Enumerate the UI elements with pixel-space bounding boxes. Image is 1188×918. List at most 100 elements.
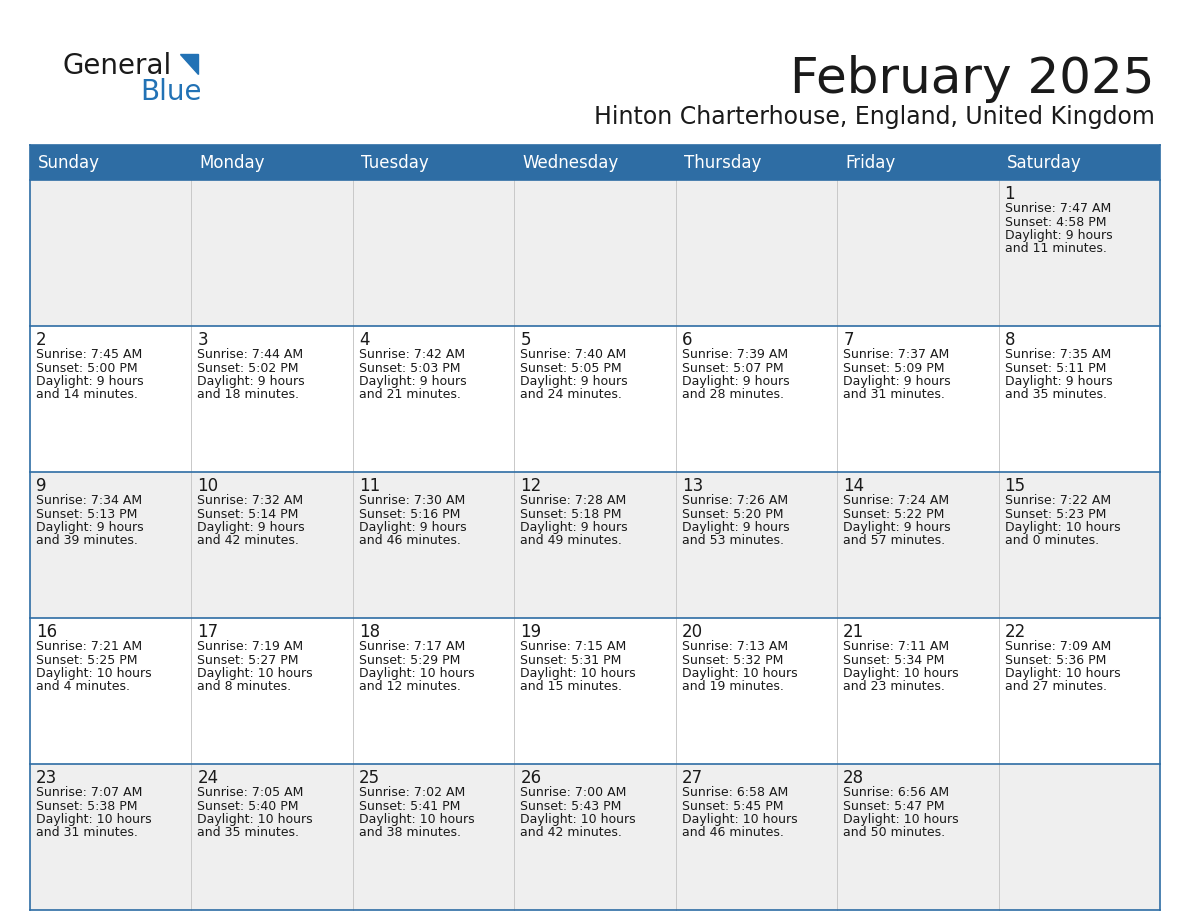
Text: and 49 minutes.: and 49 minutes. (520, 534, 623, 547)
Text: 7: 7 (843, 331, 854, 349)
Text: and 50 minutes.: and 50 minutes. (843, 826, 946, 839)
Text: 3: 3 (197, 331, 208, 349)
Text: 2: 2 (36, 331, 46, 349)
Text: Sunset: 5:47 PM: Sunset: 5:47 PM (843, 800, 944, 812)
Bar (30, 472, 1159, 618)
Text: 1: 1 (1005, 185, 1016, 203)
Text: Sunset: 5:02 PM: Sunset: 5:02 PM (197, 362, 299, 375)
Text: Sunset: 5:13 PM: Sunset: 5:13 PM (36, 508, 138, 521)
Text: and 27 minutes.: and 27 minutes. (1005, 680, 1106, 693)
Text: Sunset: 5:40 PM: Sunset: 5:40 PM (197, 800, 299, 812)
Text: Daylight: 10 hours: Daylight: 10 hours (359, 667, 474, 680)
Text: Sunrise: 7:28 AM: Sunrise: 7:28 AM (520, 494, 626, 507)
Text: Sunset: 5:22 PM: Sunset: 5:22 PM (843, 508, 944, 521)
Text: Wednesday: Wednesday (523, 153, 619, 172)
Text: Sunrise: 7:44 AM: Sunrise: 7:44 AM (197, 348, 304, 361)
Text: and 18 minutes.: and 18 minutes. (197, 388, 299, 401)
Text: Sunrise: 7:11 AM: Sunrise: 7:11 AM (843, 640, 949, 653)
Text: Daylight: 10 hours: Daylight: 10 hours (1005, 667, 1120, 680)
Text: Sunset: 5:00 PM: Sunset: 5:00 PM (36, 362, 138, 375)
Text: Sunset: 5:20 PM: Sunset: 5:20 PM (682, 508, 783, 521)
Text: Sunrise: 7:45 AM: Sunrise: 7:45 AM (36, 348, 143, 361)
Text: and 35 minutes.: and 35 minutes. (1005, 388, 1106, 401)
Text: 8: 8 (1005, 331, 1015, 349)
Text: and 19 minutes.: and 19 minutes. (682, 680, 784, 693)
Text: Daylight: 10 hours: Daylight: 10 hours (36, 813, 152, 826)
Text: Daylight: 9 hours: Daylight: 9 hours (520, 375, 628, 388)
Text: Sunrise: 7:07 AM: Sunrise: 7:07 AM (36, 786, 143, 799)
Text: 25: 25 (359, 769, 380, 787)
Text: Daylight: 10 hours: Daylight: 10 hours (1005, 521, 1120, 534)
Text: and 31 minutes.: and 31 minutes. (36, 826, 138, 839)
Text: Sunday: Sunday (38, 153, 100, 172)
Text: 16: 16 (36, 623, 57, 641)
Text: Sunset: 5:25 PM: Sunset: 5:25 PM (36, 654, 138, 666)
Text: and 53 minutes.: and 53 minutes. (682, 534, 784, 547)
Text: and 11 minutes.: and 11 minutes. (1005, 242, 1106, 255)
Text: 4: 4 (359, 331, 369, 349)
Text: Sunrise: 7:39 AM: Sunrise: 7:39 AM (682, 348, 788, 361)
Text: Sunrise: 7:47 AM: Sunrise: 7:47 AM (1005, 202, 1111, 215)
Text: Sunrise: 7:19 AM: Sunrise: 7:19 AM (197, 640, 304, 653)
Text: Daylight: 10 hours: Daylight: 10 hours (843, 667, 959, 680)
Text: Sunrise: 7:17 AM: Sunrise: 7:17 AM (359, 640, 466, 653)
Text: 14: 14 (843, 477, 864, 495)
Text: Daylight: 9 hours: Daylight: 9 hours (843, 521, 950, 534)
Text: Daylight: 9 hours: Daylight: 9 hours (682, 521, 789, 534)
Text: Daylight: 9 hours: Daylight: 9 hours (36, 521, 144, 534)
Text: February 2025: February 2025 (790, 55, 1155, 103)
Text: 12: 12 (520, 477, 542, 495)
Text: 10: 10 (197, 477, 219, 495)
Text: and 46 minutes.: and 46 minutes. (682, 826, 784, 839)
Text: and 42 minutes.: and 42 minutes. (197, 534, 299, 547)
Text: 27: 27 (682, 769, 703, 787)
Text: Sunset: 5:07 PM: Sunset: 5:07 PM (682, 362, 783, 375)
Text: Sunrise: 7:32 AM: Sunrise: 7:32 AM (197, 494, 304, 507)
Text: Sunset: 5:43 PM: Sunset: 5:43 PM (520, 800, 621, 812)
Text: 6: 6 (682, 331, 693, 349)
Text: Sunrise: 7:02 AM: Sunrise: 7:02 AM (359, 786, 466, 799)
Text: Sunset: 5:09 PM: Sunset: 5:09 PM (843, 362, 944, 375)
Polygon shape (181, 54, 198, 74)
Text: 26: 26 (520, 769, 542, 787)
Text: Sunrise: 6:58 AM: Sunrise: 6:58 AM (682, 786, 788, 799)
Text: Thursday: Thursday (684, 153, 762, 172)
Text: Daylight: 10 hours: Daylight: 10 hours (520, 813, 636, 826)
Text: and 39 minutes.: and 39 minutes. (36, 534, 138, 547)
Bar (30, 618, 1159, 764)
Text: Daylight: 9 hours: Daylight: 9 hours (36, 375, 144, 388)
Text: Hinton Charterhouse, England, United Kingdom: Hinton Charterhouse, England, United Kin… (594, 105, 1155, 129)
Text: Sunrise: 7:37 AM: Sunrise: 7:37 AM (843, 348, 949, 361)
Text: Daylight: 10 hours: Daylight: 10 hours (197, 667, 314, 680)
Text: and 12 minutes.: and 12 minutes. (359, 680, 461, 693)
Bar (30, 180, 1159, 326)
Text: Sunrise: 7:30 AM: Sunrise: 7:30 AM (359, 494, 466, 507)
Text: and 24 minutes.: and 24 minutes. (520, 388, 623, 401)
Text: Daylight: 9 hours: Daylight: 9 hours (1005, 229, 1112, 242)
Text: and 31 minutes.: and 31 minutes. (843, 388, 944, 401)
Text: and 21 minutes.: and 21 minutes. (359, 388, 461, 401)
Text: Daylight: 10 hours: Daylight: 10 hours (36, 667, 152, 680)
Text: Daylight: 10 hours: Daylight: 10 hours (520, 667, 636, 680)
Text: Sunrise: 7:40 AM: Sunrise: 7:40 AM (520, 348, 626, 361)
Text: Friday: Friday (845, 153, 896, 172)
Text: and 14 minutes.: and 14 minutes. (36, 388, 138, 401)
Text: Daylight: 10 hours: Daylight: 10 hours (682, 813, 797, 826)
Text: 24: 24 (197, 769, 219, 787)
Text: 21: 21 (843, 623, 865, 641)
Text: Sunset: 4:58 PM: Sunset: 4:58 PM (1005, 216, 1106, 229)
Text: Sunset: 5:36 PM: Sunset: 5:36 PM (1005, 654, 1106, 666)
Text: and 57 minutes.: and 57 minutes. (843, 534, 946, 547)
Text: 17: 17 (197, 623, 219, 641)
Text: Sunrise: 7:24 AM: Sunrise: 7:24 AM (843, 494, 949, 507)
Text: and 23 minutes.: and 23 minutes. (843, 680, 944, 693)
Text: and 15 minutes.: and 15 minutes. (520, 680, 623, 693)
Text: and 38 minutes.: and 38 minutes. (359, 826, 461, 839)
Text: Sunrise: 7:05 AM: Sunrise: 7:05 AM (197, 786, 304, 799)
Text: and 46 minutes.: and 46 minutes. (359, 534, 461, 547)
Text: Daylight: 9 hours: Daylight: 9 hours (197, 375, 305, 388)
Text: Sunrise: 7:35 AM: Sunrise: 7:35 AM (1005, 348, 1111, 361)
Bar (30, 764, 1159, 910)
Text: 5: 5 (520, 331, 531, 349)
Text: Blue: Blue (140, 78, 202, 106)
